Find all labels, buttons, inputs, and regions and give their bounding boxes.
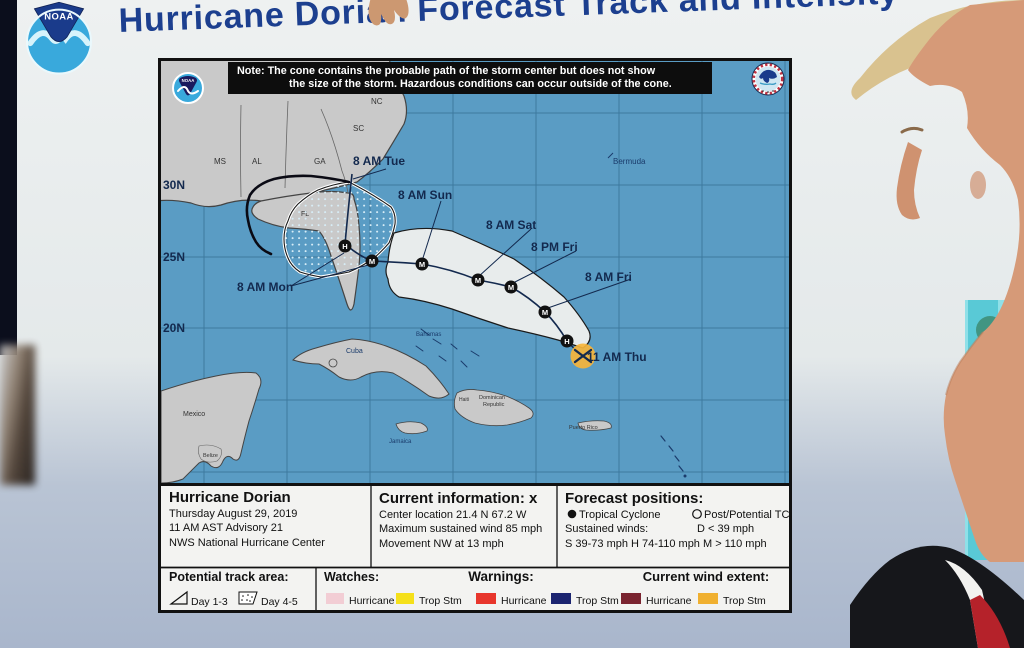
svg-text:M: M xyxy=(542,308,548,317)
svg-text:Thursday August 29, 2019: Thursday August 29, 2019 xyxy=(169,508,297,520)
svg-text:8 AM Sun: 8 AM Sun xyxy=(398,188,452,202)
svg-text:AL: AL xyxy=(252,157,262,166)
svg-text:NWS National Hurricane Center: NWS National Hurricane Center xyxy=(169,537,325,549)
svg-text:8 AM Tue: 8 AM Tue xyxy=(353,154,405,168)
svg-text:NOAA: NOAA xyxy=(182,78,195,83)
svg-text:8 AM Fri: 8 AM Fri xyxy=(585,270,632,284)
svg-text:Forecast positions:: Forecast positions: xyxy=(565,490,703,507)
svg-text:25N: 25N xyxy=(163,250,185,264)
svg-text:Current information: x: Current information: x xyxy=(379,490,538,507)
svg-text:Current wind extent:: Current wind extent: xyxy=(643,569,769,584)
svg-text:30N: 30N xyxy=(163,178,185,192)
svg-text:Warnings:: Warnings: xyxy=(468,569,534,584)
svg-text:11 AM Thu: 11 AM Thu xyxy=(587,350,647,364)
svg-text:Movement NW at 13 mph: Movement NW at 13 mph xyxy=(379,538,504,550)
svg-text:Hurricane: Hurricane xyxy=(501,595,547,607)
svg-text:M: M xyxy=(369,257,375,266)
svg-text:11 AM AST Advisory 21: 11 AM AST Advisory 21 xyxy=(169,522,283,534)
svg-text:SC: SC xyxy=(353,124,364,133)
svg-text:20N: 20N xyxy=(163,321,185,335)
svg-text:Day 4-5: Day 4-5 xyxy=(261,596,298,608)
svg-text:Note: The cone contains the pr: Note: The cone contains the probable pat… xyxy=(237,65,656,77)
svg-text:Trop Stm: Trop Stm xyxy=(723,595,766,607)
svg-text:Watches:: Watches: xyxy=(324,570,379,584)
svg-text:Haiti: Haiti xyxy=(459,397,469,403)
svg-text:Potential track area:: Potential track area: xyxy=(169,570,289,584)
svg-text:8 AM Mon: 8 AM Mon xyxy=(237,280,293,294)
svg-text:D < 39 mph: D < 39 mph xyxy=(697,523,754,535)
svg-text:Post/Potential TC: Post/Potential TC xyxy=(704,509,789,521)
svg-text:M: M xyxy=(419,260,425,269)
svg-text:MS: MS xyxy=(214,157,226,166)
svg-text:Day 1-3: Day 1-3 xyxy=(191,596,228,608)
svg-text:8 PM Fri: 8 PM Fri xyxy=(531,240,578,254)
svg-text:Trop Stm: Trop Stm xyxy=(419,595,462,607)
svg-text:GA: GA xyxy=(314,157,326,166)
svg-text:Center location 21.4 N 67.2 W: Center location 21.4 N 67.2 W xyxy=(379,509,527,521)
svg-text:Tropical Cyclone: Tropical Cyclone xyxy=(579,509,661,521)
svg-text:Cuba: Cuba xyxy=(346,348,363,355)
svg-text:Mexico: Mexico xyxy=(183,411,205,418)
svg-text:Sustained winds:: Sustained winds: xyxy=(565,523,648,535)
svg-text:Hurricane: Hurricane xyxy=(646,595,692,607)
svg-text:Hurricane Dorian: Hurricane Dorian xyxy=(169,489,291,506)
svg-text:M: M xyxy=(508,283,514,292)
svg-text:Maximum sustained wind 85 mph: Maximum sustained wind 85 mph xyxy=(379,523,542,535)
svg-text:H: H xyxy=(564,337,569,346)
svg-text:Puerto Rico: Puerto Rico xyxy=(569,425,598,431)
svg-text:Belize: Belize xyxy=(203,453,218,459)
svg-text:Bahamas: Bahamas xyxy=(416,332,441,338)
svg-text:S 39-73 mph H 74-110 mph M >: S 39-73 mph H 74-110 mph M > 110 mph xyxy=(565,538,767,550)
svg-text:Republic: Republic xyxy=(483,402,505,408)
svg-text:Trop Stm: Trop Stm xyxy=(576,595,619,607)
svg-text:M: M xyxy=(475,276,481,285)
svg-text:H: H xyxy=(342,242,347,251)
svg-text:the size of the storm. Hazardo: the size of the storm. Hazardous conditi… xyxy=(289,78,672,90)
svg-text:Hurricane: Hurricane xyxy=(349,595,395,607)
svg-text:NC: NC xyxy=(371,97,383,106)
svg-text:Bermuda: Bermuda xyxy=(613,157,646,166)
svg-text:8 AM Sat: 8 AM Sat xyxy=(486,218,536,232)
svg-text:Dominican: Dominican xyxy=(479,395,505,401)
svg-text:Jamaica: Jamaica xyxy=(389,439,412,445)
